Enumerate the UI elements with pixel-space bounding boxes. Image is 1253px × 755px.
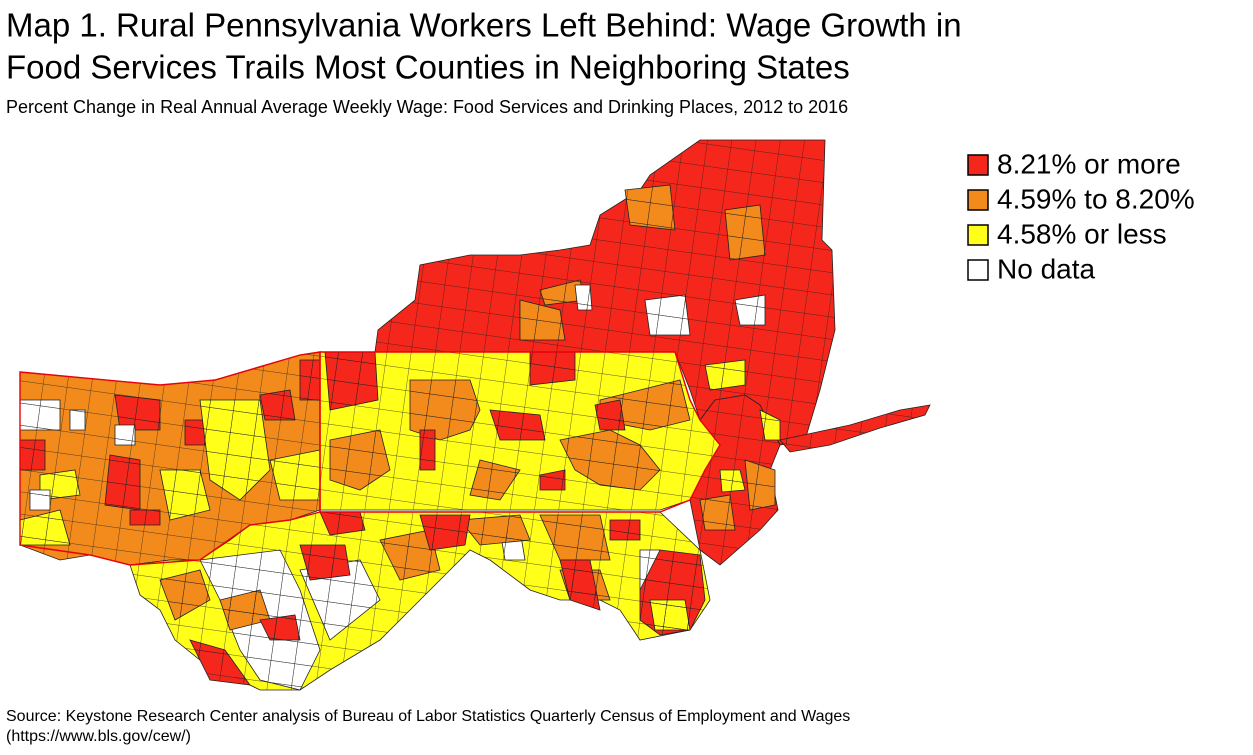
county-lines [530,352,575,385]
title-line: Map 1. Rural Pennsylvania Workers Left B… [6,7,962,44]
county-lines [595,400,625,430]
county-lines [645,295,690,335]
county-lines [160,470,210,520]
county-lines [185,420,205,445]
county-lines [330,430,390,490]
county-lines [260,615,300,640]
legend: 8.21% or more 4.59% to 8.20% 4.58% or less… [967,148,1195,284]
county-lines [560,430,660,490]
county-lines [70,410,85,430]
legend-swatch [967,224,989,246]
subtitle: Percent Change in Real Annual Average We… [6,97,848,117]
legend-label: 4.58% or less [997,218,1167,249]
county-lines [760,410,780,440]
county-lines [300,560,380,640]
county-lines [115,425,135,445]
county-lines [560,560,600,610]
county-lines [540,470,565,490]
county-lines [20,440,45,470]
county-lines [745,460,775,510]
county-lines [300,360,320,400]
county-lines [625,185,675,230]
county-lines [720,470,745,492]
county-lines [540,280,585,305]
county-lines [325,352,378,410]
title-line: Food Services Trails Most Counties in Ne… [6,49,850,86]
county-lines [575,285,592,310]
county-lines [220,590,270,630]
legend-swatch [967,154,989,176]
county-lines [705,360,745,390]
legend-label: 8.21% or more [997,148,1181,179]
source-line: Source: Keystone Research Center analysi… [6,708,850,725]
legend-label: No data [997,253,1095,284]
county-lines [380,530,440,580]
county-lines [115,395,160,430]
county-lines [105,455,140,510]
county-lines [520,300,565,340]
county-lines [200,400,270,500]
legend-swatch [967,259,989,281]
county-lines [260,390,295,420]
county-lines [20,510,70,545]
county-lines [460,515,530,545]
county-lines [130,510,160,525]
state-border [319,351,721,513]
county-lines [190,640,250,685]
county-lines [30,490,50,510]
county-lines [300,545,350,580]
county-lines [700,495,735,530]
county-lines [420,515,470,550]
county-lines [540,515,610,560]
state-border [19,351,321,566]
county-lines [725,205,765,260]
source-line: (https://www.bls.gov/cew/) [6,728,191,745]
county-lines [270,450,320,500]
county-lines [320,512,365,535]
legend-swatch [967,189,989,211]
county-lines [470,460,520,500]
county-lines [490,410,545,440]
county-lines [420,430,435,470]
county-lines [610,520,640,540]
legend-label: 4.59% to 8.20% [997,183,1195,214]
county-lines [20,140,930,690]
county-lines [410,380,480,440]
county-lines [20,400,60,430]
county-lines [650,600,690,630]
county-lines [735,295,765,325]
county-lines [160,570,210,620]
county-lines [780,405,930,452]
